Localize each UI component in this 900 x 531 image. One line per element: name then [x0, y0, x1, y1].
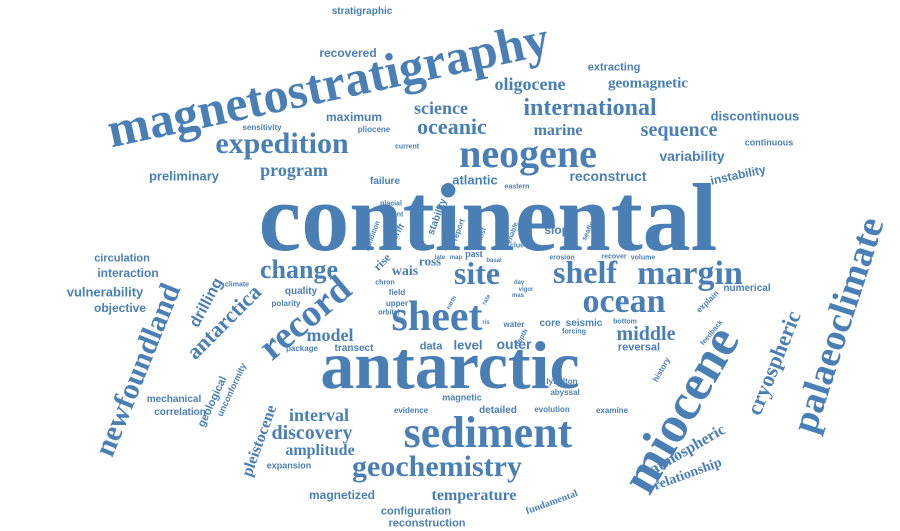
cloud-word: evolution: [534, 405, 570, 414]
cloud-word: atlantic: [452, 172, 498, 188]
cloud-word: ris: [482, 320, 490, 326]
cloud-word: upper: [385, 299, 409, 308]
cloud-word: correlation: [154, 407, 206, 418]
cloud-word: reconstruct: [569, 168, 647, 184]
cloud-word: basal: [486, 258, 502, 264]
cloud-word: site: [453, 255, 501, 291]
cloud-word: science: [414, 98, 468, 118]
cloud-word: temperature: [431, 487, 517, 504]
cloud-word: configuration: [380, 505, 452, 518]
cloud-word: maximum: [325, 110, 383, 124]
cloud-word: sediment: [403, 408, 573, 457]
cloud-word: erosion: [549, 254, 575, 262]
cloud-word: chron: [375, 279, 395, 287]
cloud-word: quality: [284, 286, 318, 297]
cloud-word: abyssal: [550, 388, 580, 397]
cloud-word: evidence: [393, 406, 429, 415]
cloud-word: climate: [224, 281, 250, 289]
cloud-word: instability: [709, 162, 767, 188]
cloud-word: late: [434, 255, 446, 261]
cloud-word: ross: [418, 253, 442, 269]
cloud-word: reconstruction: [388, 517, 466, 530]
cloud-word: fundamental: [524, 488, 580, 518]
cloud-word: margin: [637, 255, 743, 292]
cloud-word: model: [306, 325, 354, 345]
cloud-word: slope: [544, 223, 576, 237]
cloud-word: data: [419, 340, 443, 353]
cloud-word: stratigraphic: [331, 6, 393, 17]
cloud-word: forcing: [562, 328, 586, 336]
cloud-word: geochemistry: [352, 450, 522, 483]
cloud-word: interval: [289, 405, 349, 425]
cloud-word: glacial: [380, 200, 402, 208]
cloud-word: sheet: [391, 294, 483, 340]
cloud-word: eastern: [504, 183, 530, 191]
cloud-word: map: [449, 255, 463, 261]
cloud-word: pliocene: [357, 125, 391, 134]
cloud-word: continental: [258, 164, 718, 271]
cloud-word: neogene: [459, 131, 597, 176]
cloud-word: ocean: [582, 283, 666, 320]
cloud-word: mechanical: [146, 394, 202, 405]
cloud-word: middle: [616, 323, 676, 345]
cloud-word: expedition: [215, 127, 349, 160]
cloud-word: extent: [382, 211, 404, 219]
cloud-word: failure: [369, 176, 401, 187]
cloud-word: discontinuous: [710, 108, 800, 124]
cloud-word: bottom: [613, 318, 637, 326]
cloud-word: interaction: [97, 266, 159, 280]
cloud-word: transect: [334, 343, 374, 354]
cloud-word: outer: [496, 336, 532, 352]
cloud-word: core: [539, 318, 561, 329]
cloud-word: current: [394, 143, 420, 151]
cloud-word: amplitude: [285, 442, 355, 459]
cloud-word: water: [503, 320, 525, 329]
cloud-word: geomagnetic: [608, 75, 688, 92]
cloud-word: wais: [391, 264, 419, 279]
cloud-word: circulation: [94, 252, 150, 265]
cloud-word: continuous: [744, 137, 794, 148]
cloud-word: reversal: [617, 341, 661, 354]
cloud-word: recovered: [319, 46, 377, 60]
cloud-word: examine: [595, 406, 629, 415]
cloud-word: rate: [481, 293, 493, 307]
cloud-word: program: [260, 160, 328, 180]
cloud-word: international: [523, 95, 657, 121]
cloud-word: vigor: [518, 287, 534, 293]
cloud-word: seismic: [565, 318, 603, 329]
cloud-word: sequence: [640, 119, 718, 141]
cloud-word: clue: [509, 242, 525, 250]
cloud-word: orbital: [378, 309, 400, 317]
cloud-word: numerical: [723, 283, 771, 294]
cloud-word: change: [260, 255, 338, 284]
cloud-word: mas: [511, 293, 525, 299]
cloud-word: lyttelton: [546, 377, 578, 386]
cloud-word: detailed: [479, 405, 517, 416]
cloud-word: level: [453, 337, 483, 353]
cloud-word: objective: [93, 301, 147, 315]
cloud-word: shelf: [553, 254, 617, 290]
cloud-word: recover: [601, 253, 627, 261]
cloud-word: extracting: [587, 61, 641, 74]
cloud-word: day: [513, 280, 525, 286]
cloud-word: variability: [659, 148, 725, 164]
cloud-word: oligocene: [494, 74, 566, 94]
cloud-word: oceanic: [417, 114, 487, 139]
cloud-word: field: [388, 288, 406, 297]
cloud-word: magnetic: [442, 392, 482, 403]
cloud-word: sensitivity: [242, 123, 282, 132]
cloud-word: antarctic: [320, 327, 580, 403]
cloud-word: package: [285, 344, 319, 353]
cloud-word: explain: [694, 288, 721, 315]
cloud-word: past: [465, 249, 483, 260]
cloud-word: marine: [533, 122, 583, 139]
cloud-word: polarity: [271, 299, 301, 308]
cloud-word: preliminary: [148, 168, 220, 184]
cloud-word: vulnerability: [66, 284, 144, 300]
cloud-word: magnetized: [308, 488, 376, 502]
cloud-word: expansion: [266, 460, 312, 471]
cloud-word: volume: [630, 254, 656, 262]
cloud-word: discovery: [271, 422, 353, 444]
